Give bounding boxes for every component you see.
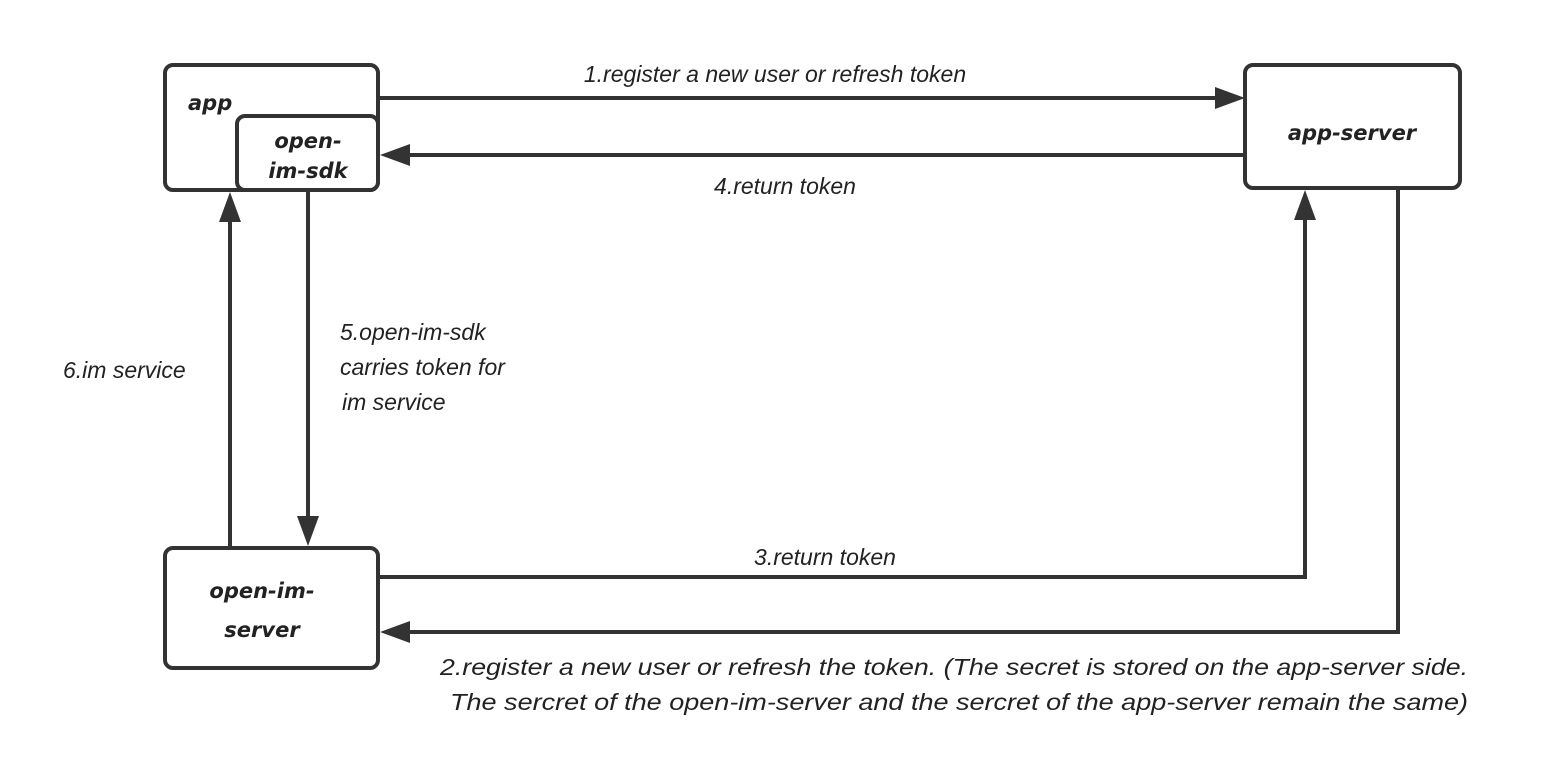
arrowhead-icon <box>380 621 410 643</box>
node-sdk-label-1: open- <box>274 129 341 153</box>
node-sdk-label-2: im-sdk <box>268 159 349 183</box>
edge-5-label-1: 5.open-im-sdk <box>340 319 487 345</box>
edge-2-register: 2.register a new user or refresh the tok… <box>380 188 1468 715</box>
edge-1-register: 1.register a new user or refresh token <box>378 61 1245 109</box>
edge-6-im-service: 6.im service <box>63 192 241 548</box>
edge-2-label-1: 2.register a new user or refresh the tok… <box>439 654 1468 680</box>
edge-6-label: 6.im service <box>63 357 186 383</box>
edge-4-label: 4.return token <box>714 173 856 199</box>
arrowhead-icon <box>219 192 241 222</box>
arrowhead-icon <box>1215 87 1245 109</box>
node-app-server-label: app-server <box>1288 121 1418 145</box>
arrowhead-icon <box>1294 190 1316 220</box>
node-open-im-server: open-im- server <box>163 546 380 670</box>
edge-5-label-2: carries token for <box>340 354 506 380</box>
edge-4-return-token: 4.return token <box>380 144 1245 199</box>
edge-1-label: 1.register a new user or refresh token <box>584 61 966 87</box>
edge-3-label: 3.return token <box>754 544 896 570</box>
node-im-server-label-2: server <box>224 618 301 642</box>
arrowhead-icon <box>297 516 319 546</box>
node-open-im-sdk: open- im-sdk <box>235 114 380 192</box>
arrowhead-icon <box>380 144 410 166</box>
node-im-server-label-1: open-im- <box>209 579 314 603</box>
node-app-label: app <box>188 91 232 115</box>
edge-2-label-2: The sercret of the open-im-server and th… <box>450 689 1468 715</box>
node-app-server: app-server <box>1243 63 1462 190</box>
edge-3-return-token: 3.return token <box>378 190 1316 579</box>
edge-5-label-3: im service <box>342 389 446 415</box>
edge-5-sdk-token: 5.open-im-sdk carries token for im servi… <box>297 190 506 546</box>
